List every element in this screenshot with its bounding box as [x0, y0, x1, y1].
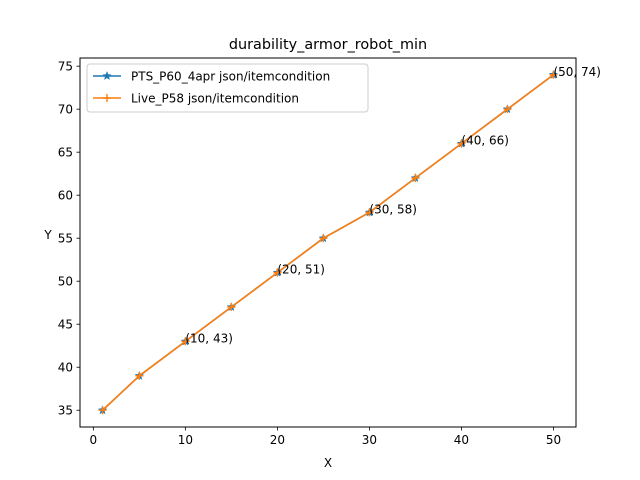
point-annotation: (10, 43) — [185, 331, 233, 345]
x-axis-label: X — [324, 456, 332, 470]
y-tick-label: 70 — [58, 102, 73, 116]
series-2-point — [135, 371, 144, 380]
legend-label-1: PTS_P60_4apr json/itemcondition — [131, 69, 330, 83]
y-tick-label: 35 — [58, 404, 73, 418]
y-tick-label: 55 — [58, 231, 73, 245]
series-2-point — [227, 303, 236, 312]
x-tick-label: 30 — [362, 433, 377, 447]
chart-title: durability_armor_robot_min — [229, 37, 427, 53]
series-2-point — [549, 70, 558, 79]
plot-frame — [79, 57, 577, 428]
legend: PTS_P60_4apr json/itemcondition Live_P58 … — [86, 63, 369, 113]
y-tick-label: 65 — [58, 145, 73, 159]
x-tick-label: 10 — [178, 433, 193, 447]
x-tick-label: 20 — [270, 433, 285, 447]
x-tick-label: 40 — [454, 433, 469, 447]
point-annotation: (30, 58) — [369, 202, 417, 216]
x-tick-label: 0 — [90, 433, 98, 447]
y-tick-label: 60 — [58, 188, 73, 202]
series-2-point — [365, 208, 374, 217]
legend-label-2: Live_P58 json/itemcondition — [131, 91, 299, 105]
y-tick-label: 50 — [58, 275, 73, 289]
legend-box — [86, 63, 369, 113]
series-2-point — [273, 268, 282, 277]
y-tick-label: 40 — [58, 361, 73, 375]
series-2-point — [457, 139, 466, 148]
plot-area: (10, 43) (20, 51) (30, 58) (40, 66) (50, 74) — [97, 65, 601, 415]
y-axis-label: Y — [43, 228, 52, 242]
legend-marker-1 — [102, 70, 112, 81]
series-2-point — [503, 105, 512, 114]
axes: 0 10 20 30 40 50 35 40 45 50 55 60 65 70 75 — [58, 59, 561, 447]
series-2-point — [181, 337, 190, 346]
x-tick-label: 50 — [546, 433, 561, 447]
series-2-point — [98, 406, 107, 415]
series-2-point — [319, 234, 328, 243]
y-tick-label: 75 — [58, 59, 73, 73]
series-2-point — [411, 173, 420, 182]
point-annotation: (40, 66) — [461, 134, 509, 148]
legend-marker-2 — [103, 94, 111, 102]
point-annotation: (20, 51) — [277, 263, 325, 277]
point-annotation: (50, 74) — [553, 65, 601, 79]
y-tick-label: 45 — [58, 318, 73, 332]
